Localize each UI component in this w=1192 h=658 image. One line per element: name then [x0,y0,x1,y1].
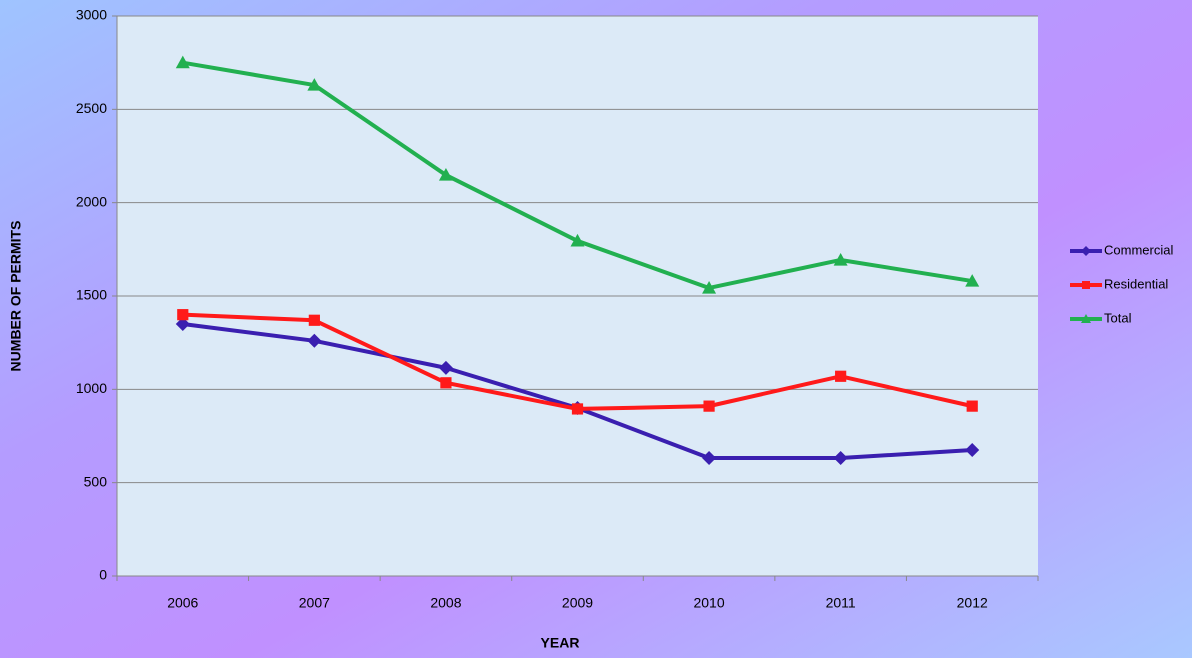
marker [1082,281,1090,289]
y-tick-label: 3000 [76,7,107,23]
marker [702,451,717,466]
x-tick-label: 2008 [430,595,461,611]
marker [307,333,322,348]
marker [308,314,320,326]
marker [175,317,190,331]
marker [1081,246,1091,256]
y-tick-label: 1500 [76,287,107,303]
marker [966,400,978,412]
x-tick-label: 2007 [299,595,330,611]
marker [703,400,715,412]
marker [833,451,848,466]
legend-label: Residential [1104,276,1168,291]
x-tick-label: 2006 [167,595,198,611]
x-axis-title: YEAR [541,635,580,651]
marker [440,377,452,389]
marker [438,360,453,375]
legend-label: Commercial [1104,242,1173,257]
marker [835,370,847,382]
marker [571,403,584,415]
marker [965,443,980,457]
marker [1081,314,1091,323]
y-axis-title: NUMBER OF PERMITS [8,221,24,372]
y-tick-label: 2000 [76,193,107,209]
marker [965,274,980,287]
x-tick-label: 2011 [826,595,856,611]
marker [833,252,848,266]
y-tick-label: 0 [99,567,107,583]
marker [702,280,717,294]
x-tick-label: 2009 [562,595,593,611]
x-tick-label: 2010 [693,595,724,611]
x-tick-label: 2012 [957,595,988,611]
y-tick-label: 500 [84,473,108,489]
y-tick-label: 2500 [76,100,107,116]
marker [570,233,585,247]
marker [175,55,190,69]
marker [307,78,322,91]
y-tick-label: 1000 [76,380,107,396]
marker [438,168,453,181]
legend-label: Total [1104,310,1132,325]
marker [177,309,189,321]
